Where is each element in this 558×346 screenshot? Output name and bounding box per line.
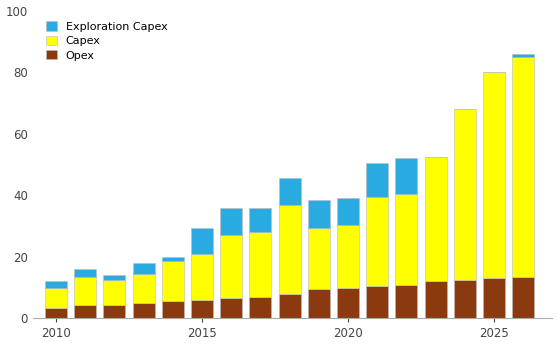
Bar: [366, 163, 388, 197]
Bar: [249, 208, 271, 232]
Bar: [133, 274, 155, 303]
Bar: [483, 72, 505, 279]
Bar: [425, 282, 446, 318]
Bar: [249, 297, 271, 318]
Bar: [512, 277, 534, 318]
Bar: [278, 294, 301, 318]
Bar: [396, 284, 417, 318]
Bar: [133, 263, 155, 274]
Bar: [162, 262, 184, 301]
Bar: [249, 232, 271, 297]
Bar: [45, 308, 67, 318]
Bar: [103, 280, 126, 304]
Bar: [454, 109, 476, 280]
Bar: [512, 57, 534, 277]
Bar: [512, 54, 534, 57]
Bar: [278, 178, 301, 204]
Bar: [308, 289, 330, 318]
Bar: [74, 269, 96, 277]
Bar: [191, 228, 213, 254]
Bar: [133, 303, 155, 318]
Bar: [454, 280, 476, 318]
Bar: [74, 304, 96, 318]
Bar: [220, 235, 242, 298]
Bar: [308, 228, 330, 289]
Bar: [103, 275, 126, 280]
Bar: [191, 254, 213, 300]
Bar: [45, 288, 67, 308]
Bar: [103, 304, 126, 318]
Bar: [337, 198, 359, 225]
Bar: [396, 194, 417, 284]
Bar: [162, 257, 184, 262]
Bar: [337, 288, 359, 318]
Bar: [191, 300, 213, 318]
Bar: [308, 200, 330, 228]
Bar: [278, 204, 301, 294]
Legend: Exploration Capex, Capex, Opex: Exploration Capex, Capex, Opex: [44, 19, 170, 63]
Bar: [45, 282, 67, 288]
Bar: [366, 286, 388, 318]
Bar: [425, 157, 446, 282]
Bar: [366, 197, 388, 286]
Bar: [74, 277, 96, 304]
Bar: [337, 225, 359, 288]
Bar: [483, 279, 505, 318]
Bar: [220, 208, 242, 235]
Bar: [396, 158, 417, 194]
Bar: [220, 298, 242, 318]
Bar: [162, 301, 184, 318]
